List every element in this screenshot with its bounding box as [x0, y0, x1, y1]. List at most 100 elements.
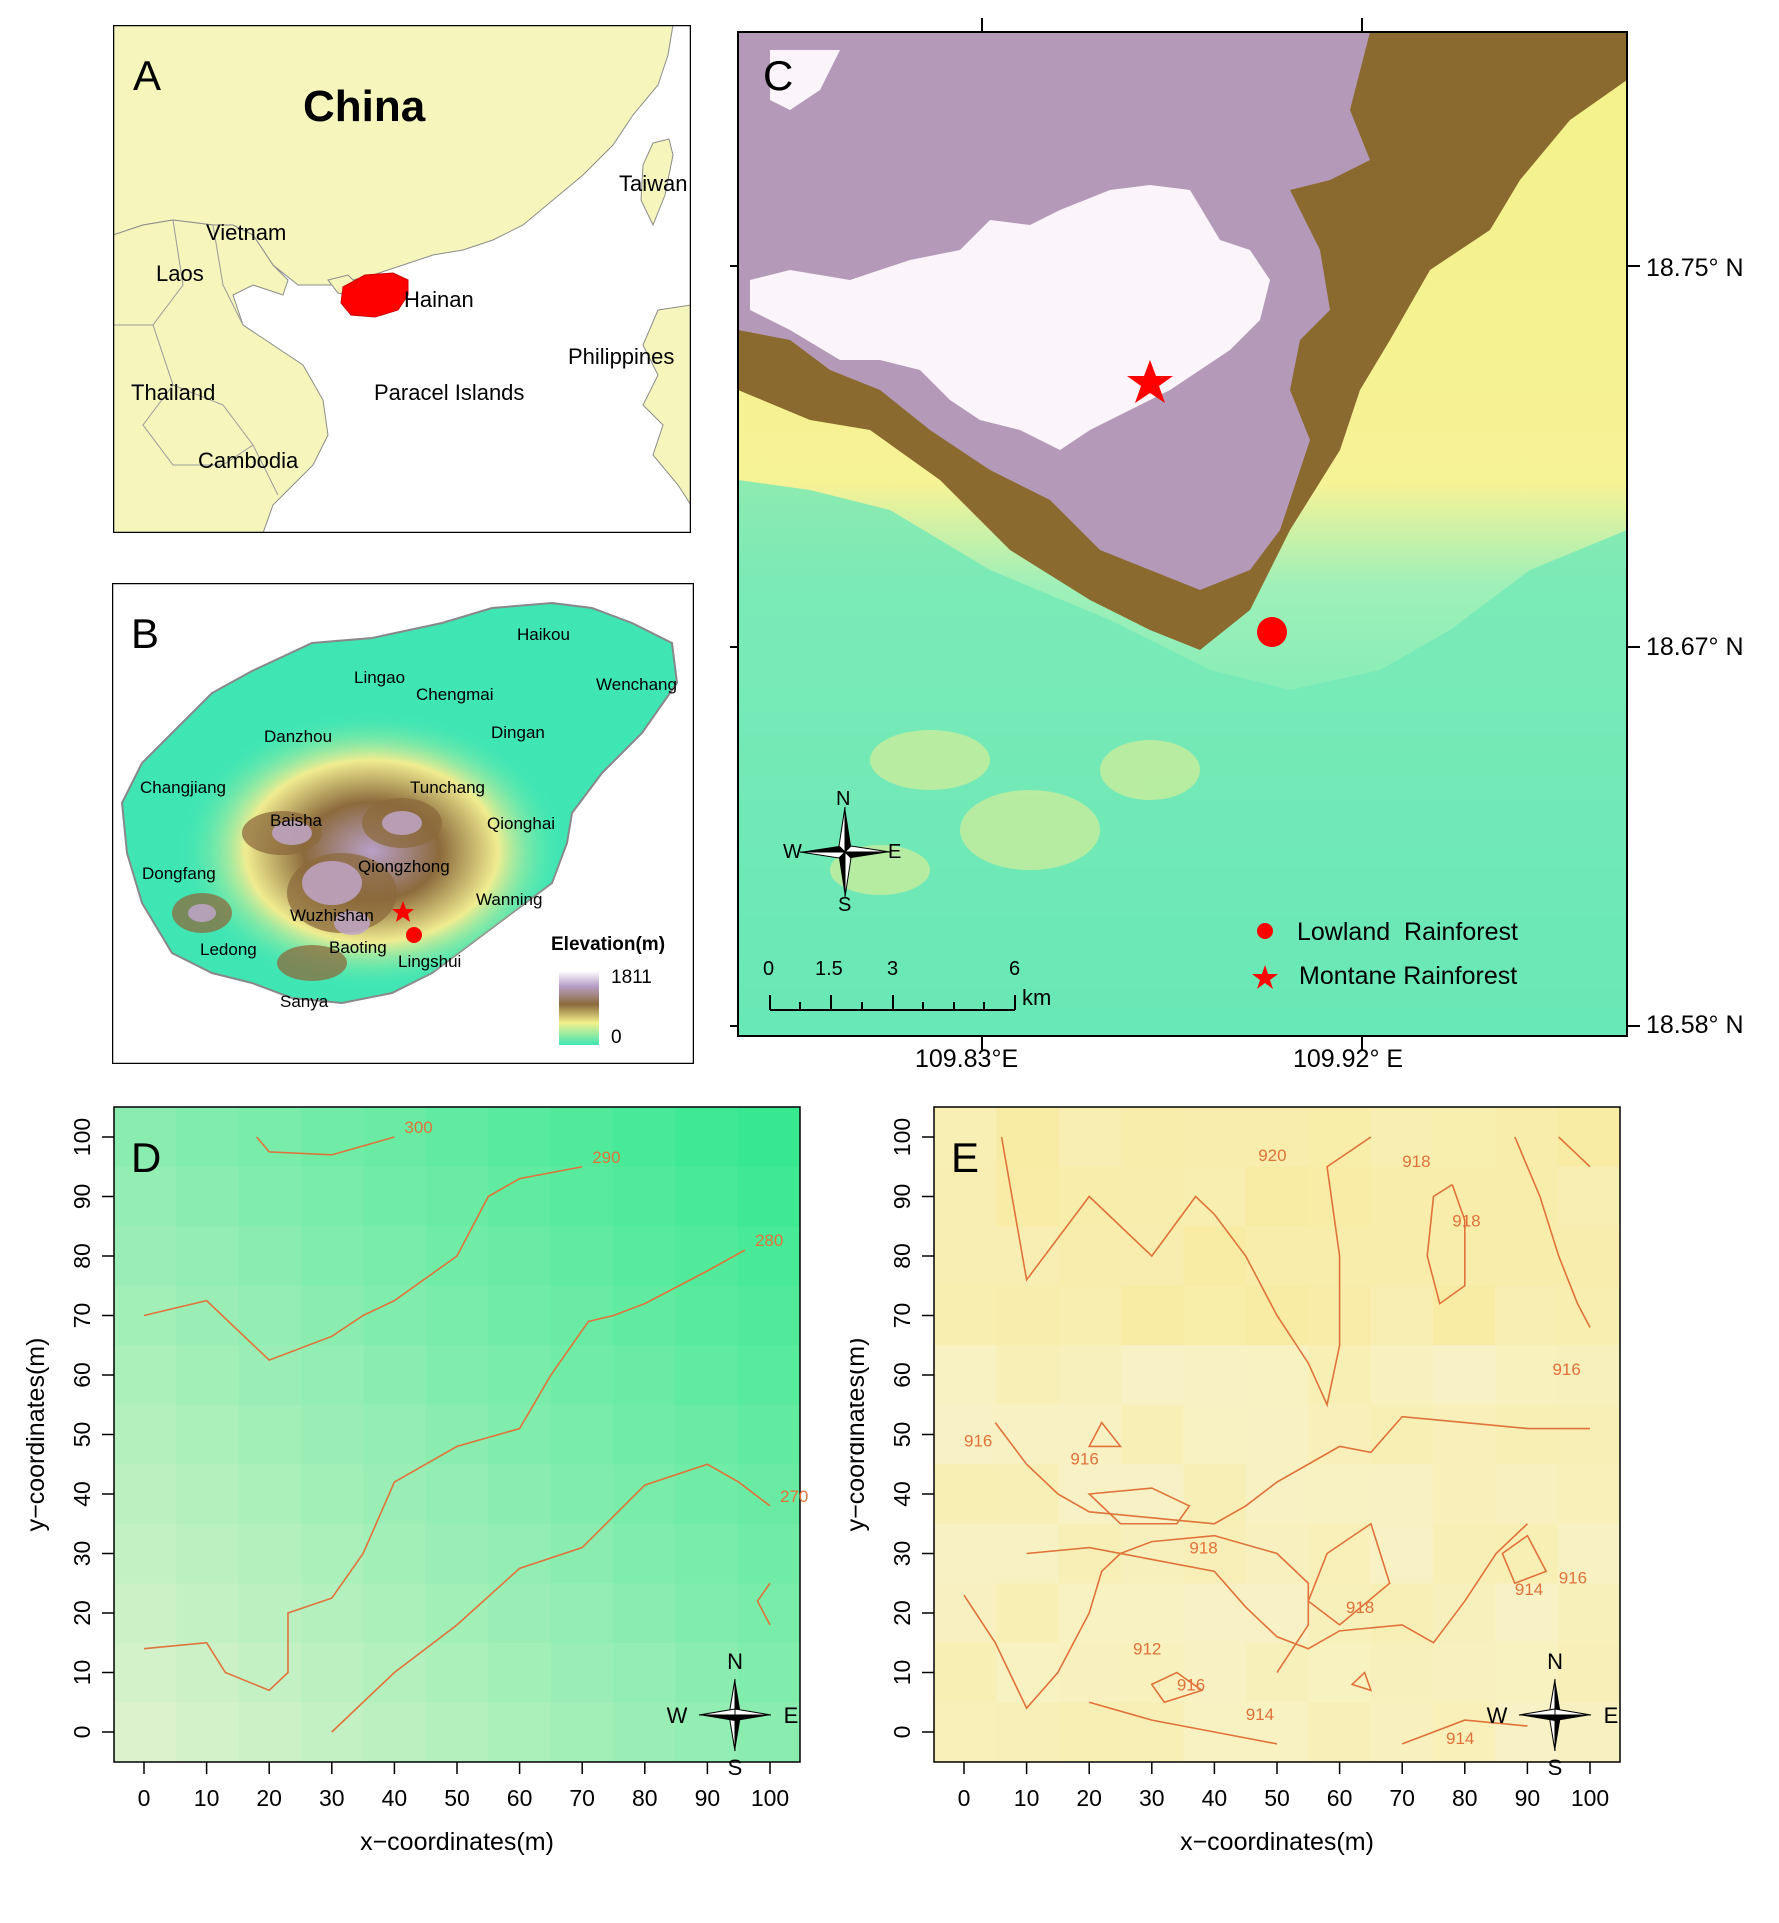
heatmap-cell [1370, 1226, 1434, 1287]
heatmap-cell [238, 1107, 302, 1168]
y-tick-label: 80 [69, 1243, 95, 1269]
heatmap-cell [1183, 1464, 1247, 1525]
heatmap-cell [176, 1404, 240, 1465]
heatmap-cell [238, 1285, 302, 1346]
contour-loop [1150, 1671, 1204, 1704]
heatmap-cell [238, 1464, 302, 1525]
heatmap-cell [675, 1107, 739, 1168]
heatmap-cell [1557, 1404, 1621, 1465]
x-tick-label: 40 [1202, 1785, 1228, 1811]
heatmap-cell [238, 1345, 302, 1406]
heatmap-cell [114, 1464, 177, 1525]
heatmap-cell [1245, 1464, 1309, 1525]
heatmap-cell [1183, 1226, 1247, 1287]
lowland-circle-marker [406, 927, 422, 943]
contour-line [1514, 1136, 1591, 1328]
heatmap-cell [114, 1583, 177, 1644]
heatmap-cell [1121, 1404, 1184, 1465]
heatmap-cell [550, 1464, 614, 1525]
heatmap-cell [1432, 1642, 1496, 1703]
heatmap-cell [737, 1523, 801, 1584]
china-label: China [303, 82, 426, 131]
heatmap-cell [363, 1702, 427, 1763]
heatmap-cell [425, 1523, 489, 1584]
heatmap-cell [1432, 1404, 1496, 1465]
heatmap-cell [612, 1702, 676, 1763]
heatmap-cell [1495, 1404, 1559, 1465]
heatmap-cell [363, 1166, 427, 1227]
heatmap-cell [238, 1404, 302, 1465]
contour-loop [1307, 1522, 1391, 1626]
heatmap-cell [1370, 1107, 1434, 1168]
city-sanya: Sanya [280, 992, 329, 1011]
city-haikou: Haikou [517, 625, 570, 644]
heatmap-cell [996, 1404, 1060, 1465]
x-tick-label: 90 [1515, 1785, 1541, 1811]
x-tick-label: 10 [194, 1785, 220, 1811]
contour-line [143, 1249, 746, 1692]
heatmap-cell [1432, 1345, 1496, 1406]
x-tick-label: 60 [507, 1785, 533, 1811]
scale-tick-3: 6 [1009, 958, 1021, 980]
heatmap-cell [1058, 1226, 1122, 1287]
heatmap-cell [1245, 1404, 1309, 1465]
panel-c-frame [737, 31, 1628, 1037]
heatmap-cell [425, 1285, 489, 1346]
heatmap-cell [301, 1226, 364, 1287]
x-axis-label: x−coordinates(m) [360, 1828, 554, 1856]
heatmap-cell [1058, 1345, 1122, 1406]
x-tick-label: 50 [1264, 1785, 1290, 1811]
heatmap-cell [1058, 1583, 1122, 1644]
x-tick-label: 40 [382, 1785, 408, 1811]
heatmap-cell [934, 1464, 997, 1525]
x-tick-label: 70 [1389, 1785, 1415, 1811]
heatmap-cell [612, 1166, 676, 1227]
elevation-legend-title: Elevation(m) [551, 934, 666, 955]
heatmap-cell [1495, 1642, 1559, 1703]
heatmap-cell [425, 1166, 489, 1227]
contour-label: 918 [1402, 1152, 1430, 1171]
y-tick-label: 50 [889, 1422, 915, 1448]
contour-label: 914 [1246, 1705, 1274, 1724]
indochina-landmass [113, 219, 329, 533]
city-dongfang: Dongfang [142, 864, 216, 883]
heatmap-cell [363, 1583, 427, 1644]
heatmap-cell [238, 1583, 302, 1644]
heatmap-cell [1183, 1166, 1247, 1227]
heatmap-cell [996, 1642, 1060, 1703]
heatmap-cell [1370, 1285, 1434, 1346]
heatmap-cell [1370, 1464, 1434, 1525]
heatmap-cell [737, 1226, 801, 1287]
heatmap-cell [114, 1226, 177, 1287]
heatmap-cell [996, 1107, 1060, 1168]
heatmap-cell [1370, 1345, 1434, 1406]
philippines-label: Philippines [568, 344, 675, 369]
contour-label: 300 [404, 1118, 432, 1137]
y-tick-label: 20 [69, 1600, 95, 1626]
city-qionghai: Qionghai [487, 814, 556, 833]
heatmap-cell [1557, 1464, 1621, 1525]
heatmap-cell [1245, 1107, 1309, 1168]
heatmap-cell [1058, 1523, 1122, 1584]
heatmap-cell [1370, 1404, 1434, 1465]
heatmap-cell [1557, 1166, 1621, 1227]
heatmap-cell [934, 1583, 997, 1644]
heatmap-cell [114, 1642, 177, 1703]
heatmap-cell [612, 1523, 676, 1584]
heatmap-cell [238, 1523, 302, 1584]
heatmap-cell [1308, 1345, 1372, 1406]
heatmap-cell [675, 1285, 739, 1346]
heatmap-cell [934, 1345, 997, 1406]
heatmap-cell [1121, 1702, 1184, 1763]
heatmap-cell [737, 1642, 801, 1703]
elevation-legend-min: 0 [611, 1027, 622, 1048]
heatmap-cell [1245, 1702, 1309, 1763]
contour-line [756, 1582, 771, 1626]
heatmap-cell [176, 1345, 240, 1406]
compass-e: E [1604, 1703, 1619, 1728]
heatmap-cell [425, 1642, 489, 1703]
panel-c-map [730, 18, 1640, 1050]
y-tick-label: 90 [889, 1184, 915, 1210]
city-dingan: Dingan [491, 723, 545, 742]
heatmap-cell [176, 1583, 240, 1644]
